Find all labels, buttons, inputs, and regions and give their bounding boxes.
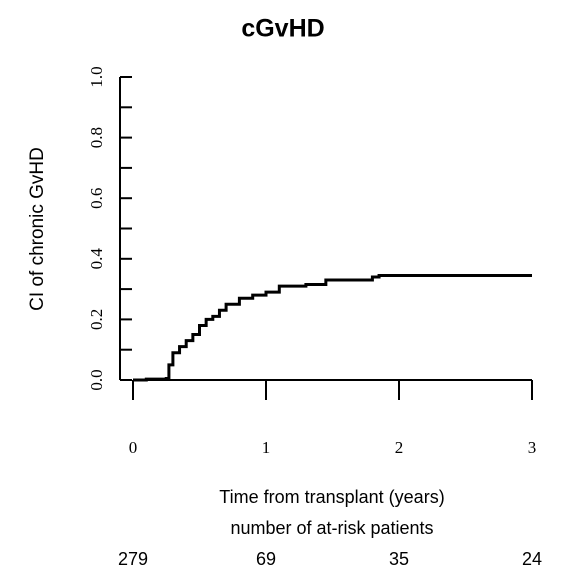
- x-tick-label: 3: [528, 438, 537, 457]
- x-tick-label: 1: [262, 438, 271, 457]
- y-tick-label: 0.6: [87, 188, 106, 209]
- at-risk-count: 279: [118, 549, 148, 569]
- at-risk-title: number of at-risk patients: [230, 518, 433, 538]
- step-line: [133, 273, 532, 382]
- x-tick-label: 2: [395, 438, 404, 457]
- chart-title: cGvHD: [241, 15, 324, 43]
- at-risk-count: 69: [256, 549, 276, 569]
- at-risk-count: 35: [389, 549, 409, 569]
- y-tick-label: 0.8: [87, 127, 106, 148]
- x-axis-label: Time from transplant (years): [219, 487, 444, 507]
- x-tick-label: 0: [129, 438, 138, 457]
- y-tick-label: 1.0: [87, 66, 106, 87]
- at-risk-count: 24: [522, 549, 542, 569]
- y-tick-label: 0.0: [87, 369, 106, 390]
- y-axis-label: CI of chronic GvHD: [27, 147, 48, 311]
- y-tick-label: 0.2: [87, 309, 106, 330]
- y-tick-label: 0.4: [87, 248, 106, 270]
